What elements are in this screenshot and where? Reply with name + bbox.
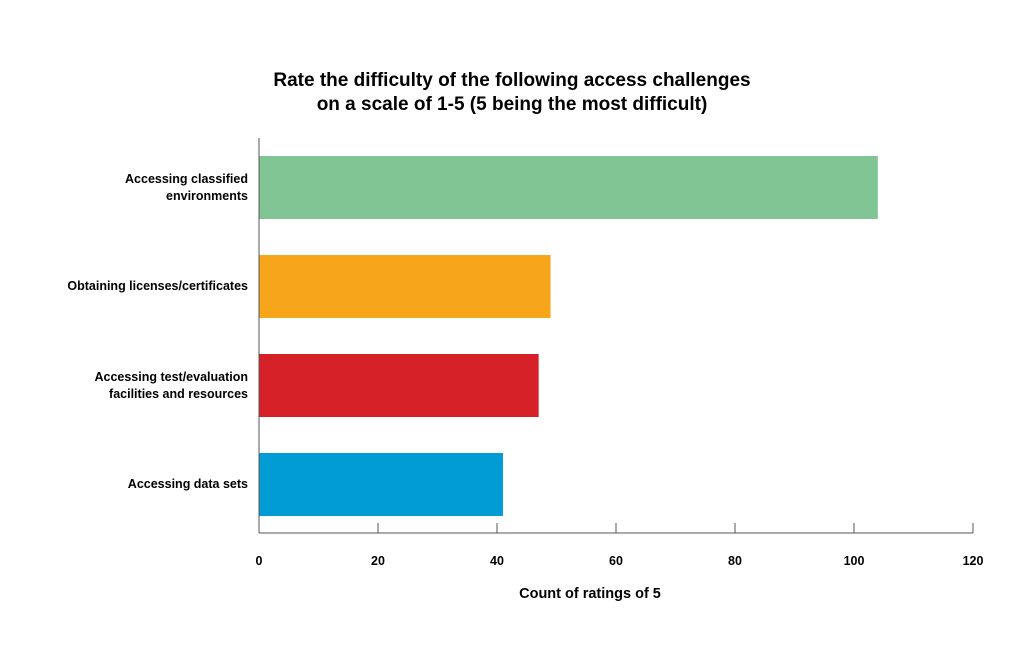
x-tick-label-1: 20 xyxy=(371,554,385,568)
x-tick-label-4: 80 xyxy=(728,554,742,568)
x-tick-label-2: 40 xyxy=(490,554,504,568)
category-label-line: environments xyxy=(166,188,248,203)
category-label-line: Accessing classified xyxy=(125,171,248,186)
x-tick-label-0: 0 xyxy=(256,554,263,568)
bar-3 xyxy=(259,453,503,516)
chart-title-line-2: on a scale of 1-5 (5 being the most diff… xyxy=(316,94,708,115)
category-label-line: Accessing data sets xyxy=(127,477,248,491)
category-label-1: Obtaining licenses/certificates xyxy=(8,278,248,295)
category-label-line: facilities and resources xyxy=(109,386,248,401)
x-tick-label-3: 60 xyxy=(609,554,623,568)
category-label-2: Accessing test/evaluation facilities and … xyxy=(8,369,248,403)
x-tick-label-6: 120 xyxy=(963,554,984,568)
bar-2 xyxy=(259,354,539,417)
bar-0 xyxy=(259,156,878,219)
bar-1 xyxy=(259,255,551,318)
chart-title-line-1: Rate the difficulty of the following acc… xyxy=(273,70,751,91)
x-axis-label: Count of ratings of 5 xyxy=(519,586,661,602)
category-label-3: Accessing data sets xyxy=(8,476,248,493)
category-label-0: Accessing classified environments xyxy=(8,171,248,205)
category-label-line: Obtaining licenses/certificates xyxy=(67,279,248,293)
x-tick-label-5: 100 xyxy=(844,554,865,568)
category-label-line: Accessing test/evaluation xyxy=(94,369,248,384)
